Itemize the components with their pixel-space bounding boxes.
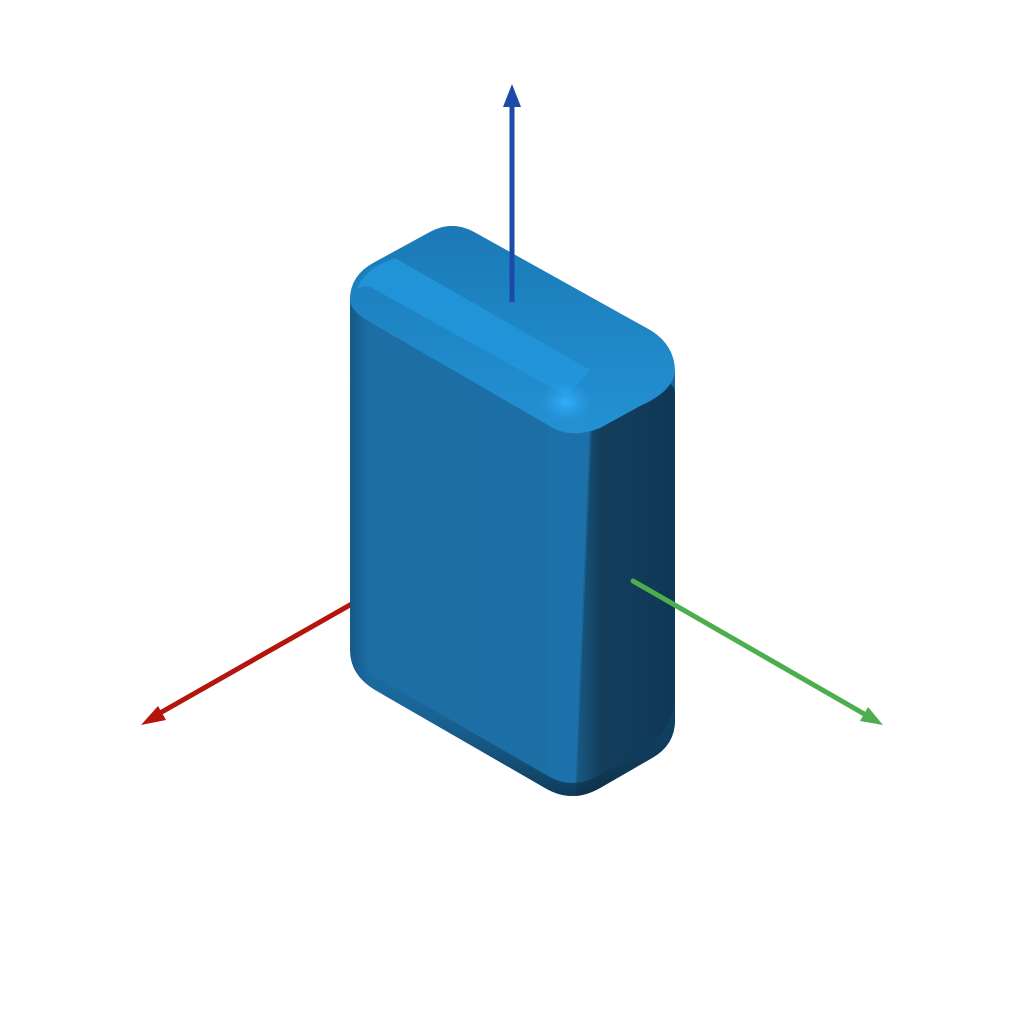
rounded-box[interactable] xyxy=(350,226,675,796)
box-top-edge-highlight xyxy=(356,258,590,395)
x-axis-arrowhead xyxy=(141,706,166,725)
z-axis xyxy=(503,84,521,302)
box-corner-highlight xyxy=(540,382,592,422)
y-axis xyxy=(630,578,883,725)
z-axis-arrowhead xyxy=(503,84,521,107)
box-side-face xyxy=(575,382,675,796)
y-axis-arrowhead xyxy=(860,707,883,725)
box-edge-strip xyxy=(548,405,592,796)
box-bottom-shade xyxy=(350,640,675,796)
